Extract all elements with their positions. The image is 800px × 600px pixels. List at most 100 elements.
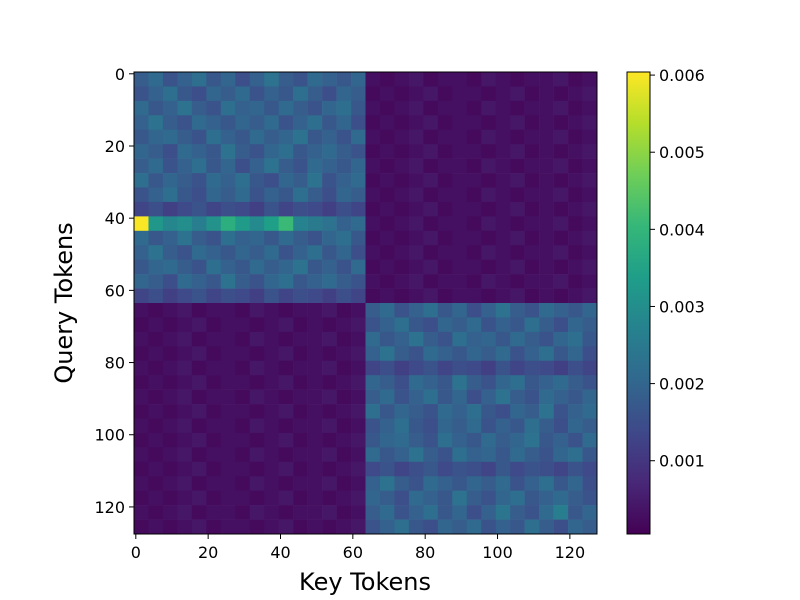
heatmap-cell [524,461,540,477]
heatmap-cell [264,303,279,318]
heatmap-cell [220,115,236,131]
heatmap-cell [568,259,583,275]
heatmap-cell [510,115,525,131]
heatmap-cell [408,317,424,333]
heatmap-cell [408,418,424,434]
heatmap-cell [466,505,482,520]
heatmap-cell [148,418,164,434]
heatmap-cell [206,216,222,232]
heatmap-cell [148,274,164,289]
heatmap-cell [191,461,207,477]
heatmap-cell [220,389,236,405]
heatmap-cell [220,404,236,419]
heatmap-cell [206,389,222,405]
heatmap-cell [510,519,525,535]
heatmap-cell [582,461,598,477]
heatmap-cell [278,418,294,434]
heatmap-cell [249,317,265,333]
heatmap-cell [481,490,497,506]
heatmap-cell [249,432,265,448]
heatmap-cell [481,144,497,159]
heatmap-cell [307,389,323,405]
heatmap-cell [452,158,468,174]
heatmap-cell [264,158,279,174]
heatmap-cell [351,201,366,217]
heatmap-cell [293,404,308,419]
heatmap-cell [379,303,395,318]
heatmap-cell [206,100,222,116]
heatmap-cell [148,259,164,275]
heatmap-cell [481,216,497,232]
heatmap-cell [466,216,482,232]
heatmap-cell [322,173,337,188]
heatmap-cell [452,360,468,376]
heatmap-cell [582,245,598,260]
heatmap-cell [351,519,366,535]
heatmap-cell [191,476,207,491]
heatmap-cell [278,432,294,448]
heatmap-cell [177,274,193,289]
heatmap-cell [553,389,569,405]
heatmap-cell [481,288,497,304]
heatmap-cell [582,259,598,275]
heatmap-cell [524,173,540,188]
heatmap-cell [423,490,439,506]
heatmap-cell [220,259,236,275]
heatmap-cell [336,303,352,318]
heatmap-cell [524,245,540,260]
heatmap-cell [481,201,497,217]
heatmap-cell [206,129,222,145]
heatmap-cell [568,129,583,145]
heatmap-cell [452,201,468,217]
heatmap-cell [437,447,453,463]
heatmap-cell [322,461,337,477]
heatmap-cell [162,418,178,434]
heatmap-cell [278,245,294,260]
heatmap-cell [394,490,410,506]
heatmap-cell [379,216,395,232]
heatmap-cell [249,519,265,535]
heatmap-cell [365,173,381,188]
y-tick-label: 20 [105,137,125,156]
heatmap-cell [423,129,439,145]
heatmap-cell [220,505,236,520]
heatmap-cell [177,86,193,102]
heatmap-cell [423,519,439,535]
heatmap-cell [220,490,236,506]
heatmap-cell [423,476,439,491]
heatmap-cell [423,404,439,419]
heatmap-cell [379,490,395,506]
heatmap-cell [553,173,569,188]
heatmap-cell [206,505,222,520]
heatmap-cell [495,201,511,217]
heatmap-cell [336,519,352,535]
heatmap-cell [235,86,251,102]
heatmap-cell [582,129,598,145]
heatmap-cell [510,461,525,477]
y-tick-label: 60 [105,281,125,300]
heatmap-cell [553,274,569,289]
heatmap-cell [191,259,207,275]
heatmap-cell [134,274,149,289]
heatmap-cell [452,461,468,477]
heatmap-cell [437,303,453,318]
heatmap-cell [379,346,395,362]
heatmap-cell [510,274,525,289]
heatmap-cell [379,100,395,116]
heatmap-cell [379,129,395,145]
heatmap-cell [336,288,352,304]
heatmap-cell [278,519,294,535]
heatmap-cell [481,303,497,318]
heatmap-cell [481,173,497,188]
heatmap-cell [162,375,178,390]
heatmap-cell [191,346,207,362]
heatmap-cell [264,476,279,491]
heatmap-cell [582,317,598,333]
heatmap-cell [293,346,308,362]
heatmap-cell [394,432,410,448]
heatmap-cell [249,230,265,246]
heatmap-cell [524,158,540,174]
heatmap-cell [235,259,251,275]
heatmap-cell [510,389,525,405]
heatmap-cell [524,404,540,419]
